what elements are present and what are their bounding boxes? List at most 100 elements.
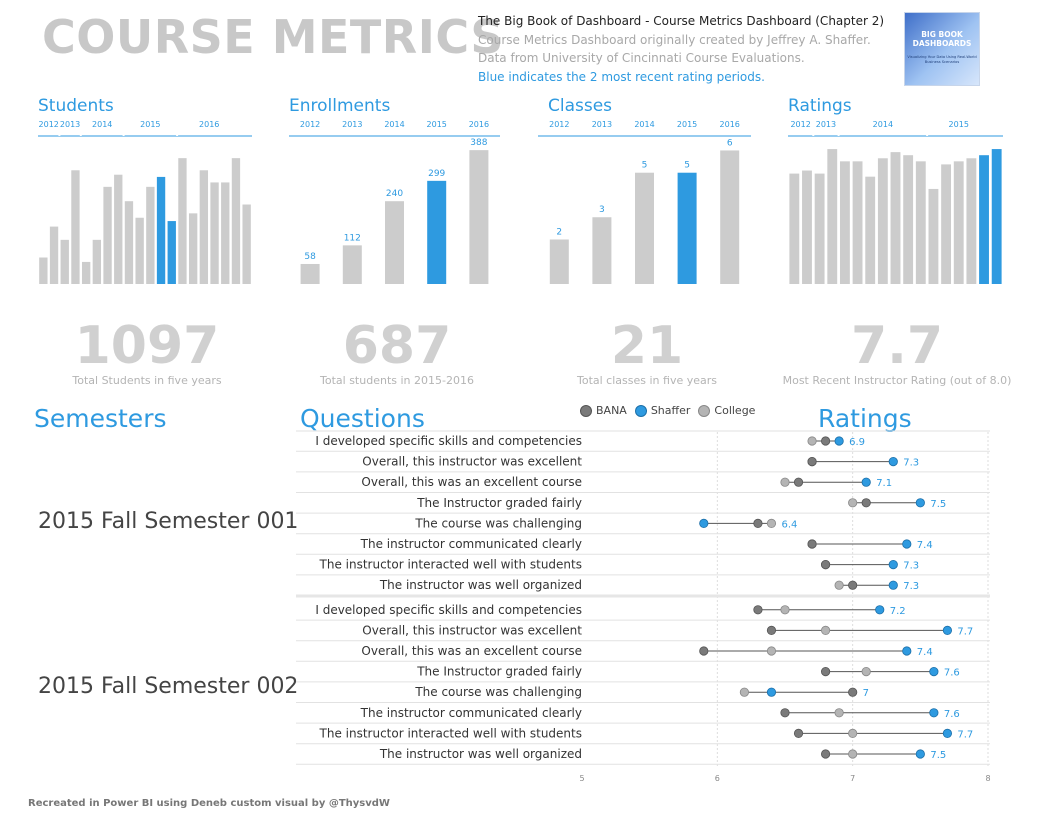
ratings-bar — [928, 188, 939, 284]
college-point — [807, 436, 817, 446]
enrollments-bar — [469, 150, 489, 284]
students-chart-title: Students — [38, 96, 114, 116]
ratings-bar — [890, 152, 901, 284]
bana-point — [861, 498, 871, 508]
shaffer-value-label: 7.4 — [917, 540, 933, 551]
bana-point — [820, 560, 831, 570]
x-tick-label: 6 — [715, 774, 720, 783]
college-point — [848, 728, 858, 738]
bana-point — [848, 687, 858, 697]
students-bar — [178, 158, 187, 284]
ratings-bar — [814, 173, 825, 284]
bana-point — [793, 477, 804, 487]
ratings-chart-title: Ratings — [788, 96, 852, 116]
bana-point — [780, 708, 790, 718]
shaffer-point — [929, 667, 939, 677]
enrollments-data-label: 240 — [386, 189, 403, 199]
legend-item-bana[interactable]: BANA — [580, 404, 627, 417]
question-label: The instructor interacted well with stud… — [319, 726, 582, 740]
semesters-heading: Semesters — [34, 404, 167, 433]
students-bar — [49, 226, 59, 284]
book-cover-title-line2: DASHBOARDS — [912, 39, 972, 48]
question-label: The instructor was well organized — [379, 747, 582, 761]
ratings-bar — [979, 155, 989, 284]
top-bar-charts: 2012 2013 2014 2015 2016 5820121122013240201… — [38, 120, 1003, 284]
students-year-label: 2015 — [140, 120, 160, 129]
question-label: The course was challenging — [414, 516, 582, 530]
legend-item-shaffer[interactable]: Shaffer — [634, 404, 690, 417]
shaffer-point — [902, 646, 912, 656]
classes-data-label: 2 — [556, 227, 562, 237]
enrollments-bar — [385, 201, 404, 284]
classes-bar-chart: 2 2012 3 2013 5 2014 5 2015 6 2016 — [538, 120, 751, 284]
students-bar — [146, 186, 155, 284]
students-bar — [199, 170, 209, 284]
shaffer-point — [699, 518, 709, 529]
students-year-label: 2013 — [60, 120, 80, 129]
ratings-year-label: 2014 — [873, 120, 893, 129]
shaffer-value-label: 7.3 — [903, 458, 919, 469]
shaffer-value-label: 7.3 — [903, 561, 919, 572]
shaffer-point — [766, 687, 777, 697]
shaffer-point — [942, 728, 953, 738]
enrollments-bar — [427, 180, 447, 284]
question-label: Overall, this instructor was excellent — [362, 623, 582, 637]
shaffer-value-label: 7.1 — [876, 478, 892, 489]
college-point — [739, 687, 750, 697]
students-bar — [60, 239, 69, 284]
shaffer-value-label: 7.4 — [917, 647, 933, 658]
kpi-students-2015-2016-label: Total students in 2015-2016 — [320, 374, 474, 387]
question-label: I developed specific skills and competen… — [315, 603, 582, 617]
students-bar — [231, 158, 241, 284]
college-point — [780, 477, 790, 487]
ratings-bar-chart: 2012 2013 2014 2015 — [788, 120, 1003, 284]
enrollments-data-label: 299 — [428, 169, 445, 179]
classes-bar — [720, 150, 740, 284]
students-bar — [242, 204, 251, 284]
enrollments-bar — [300, 263, 320, 284]
legend-dot-bana — [580, 404, 592, 417]
legend-dot-shaffer — [634, 404, 647, 417]
ratings-year-label: 2013 — [816, 120, 836, 129]
ratings-bar — [991, 149, 1002, 284]
question-label: Overall, this was an excellent course — [361, 475, 582, 489]
page-title: COURSE METRICS — [42, 10, 505, 64]
students-bar — [39, 257, 48, 284]
college-point — [861, 667, 871, 677]
question-label: The Instructor graded fairly — [416, 665, 582, 679]
legend-item-college[interactable]: College — [698, 404, 755, 417]
students-bar — [156, 176, 166, 284]
enrollments-data-label: 388 — [470, 138, 487, 148]
enrollments-data-label: 112 — [344, 233, 361, 243]
kpi-students-2015-2016-value: 687 — [342, 316, 452, 376]
classes-bar — [549, 239, 569, 284]
students-bar — [81, 261, 91, 284]
classes-year-label: 2015 — [677, 120, 697, 129]
footer-credit: Recreated in Power BI using Deneb custom… — [28, 798, 390, 809]
ratings-bar — [789, 173, 800, 284]
students-bar — [221, 182, 230, 284]
ratings-year-label: 2012 — [790, 120, 810, 129]
enrollments-year-label: 2012 — [300, 120, 320, 129]
bana-point — [807, 457, 817, 467]
shaffer-point — [915, 498, 925, 508]
shaffer-point — [861, 477, 871, 487]
dashboard-info: The Big Book of Dashboard - Course Metri… — [478, 12, 884, 86]
enrollments-data-label: 58 — [304, 252, 316, 262]
classes-year-label: 2014 — [634, 120, 654, 129]
bana-point — [793, 728, 804, 738]
question-label: I developed specific skills and competen… — [315, 434, 582, 448]
classes-year-label: 2013 — [592, 120, 612, 129]
ratings-bar — [802, 170, 812, 284]
students-bar — [71, 170, 80, 284]
classes-chart-title: Classes — [548, 96, 613, 116]
shaffer-value-label: 7.2 — [890, 606, 906, 617]
shaffer-point — [902, 539, 912, 549]
question-label: The instructor was well organized — [379, 578, 582, 592]
book-cover-image: BIG BOOK DASHBOARDS Visualizing Your Dat… — [904, 12, 980, 86]
kpi-total-classes-value: 21 — [610, 316, 684, 376]
college-point — [820, 625, 831, 635]
college-point — [834, 580, 844, 590]
enrollments-year-label: 2013 — [342, 120, 362, 129]
bana-point — [766, 625, 777, 635]
